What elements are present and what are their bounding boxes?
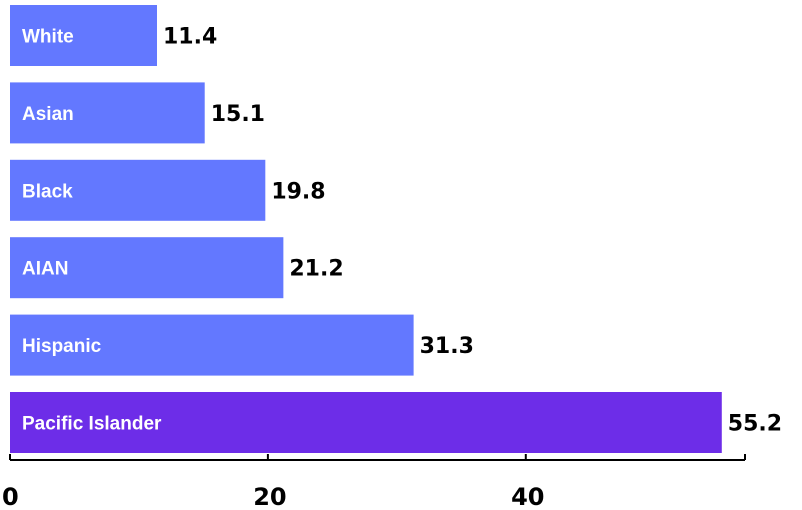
category-label-asian: Asian (22, 104, 74, 125)
category-labels-group: White Asian Black AIAN Hispanic Pacific Islan… (22, 27, 162, 435)
value-label-white: 11.4 (163, 25, 217, 50)
value-label-asian: 15.1 (211, 102, 265, 127)
value-label-hispanic: 31.3 (420, 334, 474, 359)
category-label-pacific-islander: Pacific Islander (22, 414, 162, 435)
x-tick-label-40: 40 (511, 483, 544, 510)
value-label-pacific-islander: 55.2 (728, 412, 782, 437)
bar-white (10, 5, 157, 66)
value-labels-group: 11.4 15.1 19.8 21.2 31.3 55.2 (163, 25, 782, 437)
category-label-white: White (22, 27, 74, 48)
x-tick-label-0: 0 (2, 483, 19, 510)
bar-asian (10, 82, 205, 144)
category-label-aian: AIAN (22, 259, 68, 280)
category-label-black: Black (22, 181, 73, 202)
category-label-hispanic: Hispanic (22, 336, 102, 357)
bar-black (10, 159, 266, 221)
x-axis: 0 20 40 (2, 454, 746, 510)
bar-aian (10, 237, 284, 299)
bar-hispanic (10, 314, 414, 376)
bar-pacific-islander (10, 392, 722, 453)
x-tick-label-20: 20 (253, 483, 286, 510)
value-label-black: 19.8 (271, 179, 325, 204)
bars-group (10, 5, 722, 453)
value-label-aian: 21.2 (289, 257, 343, 282)
